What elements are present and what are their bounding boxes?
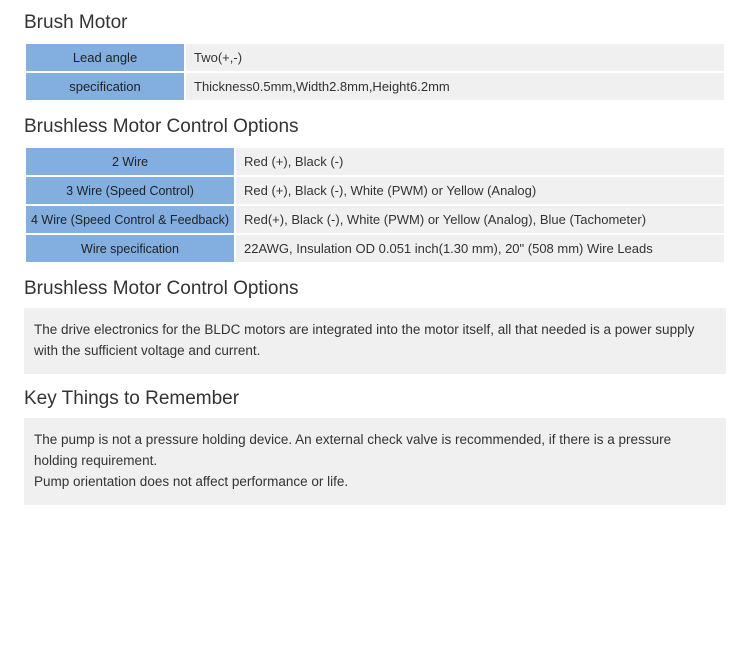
lead-angle-label: Lead angle [25, 43, 185, 72]
table-row: Wire specification 22AWG, Insulation OD … [25, 234, 725, 263]
brushless-text-title: Brushless Motor Control Options [24, 278, 726, 300]
brush-motor-title: Brush Motor [24, 12, 726, 34]
table-row: 2 Wire Red (+), Black (-) [25, 147, 725, 176]
key-things-line1: The pump is not a pressure holding devic… [34, 430, 716, 472]
four-wire-label: 4 Wire (Speed Control & Feedback) [25, 205, 235, 234]
three-wire-label: 3 Wire (Speed Control) [25, 176, 235, 205]
brushless-text-body: The drive electronics for the BLDC motor… [24, 308, 726, 374]
key-things-body: The pump is not a pressure holding devic… [24, 418, 726, 505]
wire-spec-label: Wire specification [25, 234, 235, 263]
table-row: specification Thickness0.5mm,Width2.8mm,… [25, 72, 725, 101]
specification-value: Thickness0.5mm,Width2.8mm,Height6.2mm [185, 72, 725, 101]
table-row: Lead angle Two(+,-) [25, 43, 725, 72]
brush-motor-table: Lead angle Two(+,-) specification Thickn… [24, 42, 726, 102]
two-wire-value: Red (+), Black (-) [235, 147, 725, 176]
two-wire-label: 2 Wire [25, 147, 235, 176]
four-wire-value: Red(+), Black (-), White (PWM) or Yellow… [235, 205, 725, 234]
lead-angle-value: Two(+,-) [185, 43, 725, 72]
brushless-options-title: Brushless Motor Control Options [24, 116, 726, 138]
key-things-line2: Pump orientation does not affect perform… [34, 472, 716, 493]
table-row: 3 Wire (Speed Control) Red (+), Black (-… [25, 176, 725, 205]
key-things-title: Key Things to Remember [24, 388, 726, 410]
brushless-options-table: 2 Wire Red (+), Black (-) 3 Wire (Speed … [24, 146, 726, 264]
three-wire-value: Red (+), Black (-), White (PWM) or Yello… [235, 176, 725, 205]
specification-label: specification [25, 72, 185, 101]
wire-spec-value: 22AWG, Insulation OD 0.051 inch(1.30 mm)… [235, 234, 725, 263]
table-row: 4 Wire (Speed Control & Feedback) Red(+)… [25, 205, 725, 234]
